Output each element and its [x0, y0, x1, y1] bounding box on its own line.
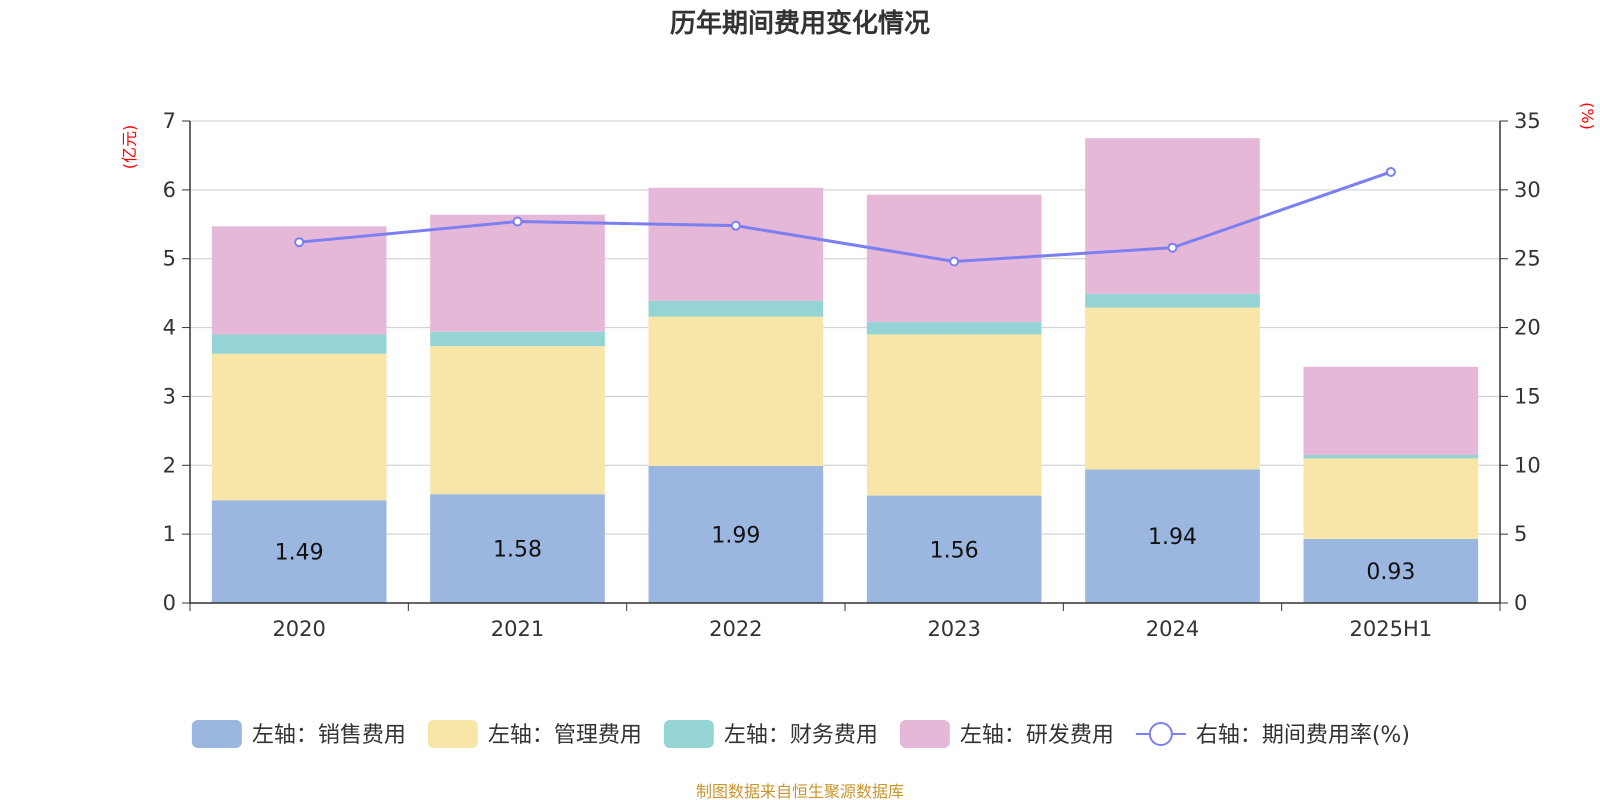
bar-layer [211, 138, 1479, 603]
bar-segment [866, 334, 1042, 496]
grid-lines [190, 120, 1500, 535]
bar-segment [1085, 469, 1260, 603]
left-axis-tick-label: 7 [163, 109, 176, 133]
bar-value-label: 1.49 [275, 541, 324, 566]
legend-label: 左轴：研发费用 [960, 723, 1114, 748]
x-axis-tick-label: 2021 [491, 617, 544, 641]
bar-segment [1303, 458, 1479, 539]
bar-segment [866, 495, 1042, 603]
right-axis-tick-label: 35 [1514, 109, 1541, 133]
right-axis-tick-label: 10 [1514, 453, 1541, 477]
right-axis-tick-label: 15 [1514, 384, 1541, 408]
legend-swatch [427, 720, 478, 748]
bar-segment [648, 316, 824, 466]
bar-segment [1085, 138, 1260, 294]
bar-segment [211, 353, 387, 501]
bar-segment [1303, 366, 1479, 455]
bar-segment [1303, 538, 1479, 603]
legend-line-marker [1148, 722, 1173, 746]
rate-point [294, 237, 305, 248]
rate-line [299, 170, 1392, 263]
x-axis-tick-label: 2024 [1146, 617, 1199, 641]
legend-label: 右轴：期间费用率(%) [1196, 723, 1410, 748]
rate-point [1385, 166, 1396, 177]
x-axis-tick-label: 2022 [709, 617, 762, 641]
bar-segment [648, 465, 824, 603]
rate-point [512, 216, 523, 227]
left-axis-tick-label: 4 [163, 316, 176, 340]
bar-segment [430, 214, 605, 332]
left-axis-tick-label: 1 [163, 522, 176, 546]
bar-value-label: 1.94 [1148, 525, 1197, 550]
right-axis-tick-label: 0 [1514, 591, 1527, 615]
left-axis-tick-label: 3 [163, 384, 176, 408]
left-axis-unit: (亿元) [120, 125, 139, 170]
bar-segment [1085, 307, 1260, 470]
right-axis-tick-label: 25 [1514, 247, 1541, 271]
bar-segment [430, 331, 605, 347]
bar-segment [866, 322, 1042, 335]
left-axis-tick-label: 5 [163, 247, 176, 271]
bar-segment [430, 346, 605, 495]
x-axis-tick-label: 2023 [927, 617, 980, 641]
right-axis-tick-label: 30 [1514, 178, 1541, 202]
legend: 左轴：销售费用 左轴：管理费用 左轴：财务费用 左轴：研发费用 右轴：期间费用率(%) [191, 720, 1410, 748]
rate-point [730, 220, 741, 231]
legend-label: 左轴：财务费用 [724, 723, 878, 748]
bar-segment [211, 500, 387, 603]
legend-swatch [191, 720, 242, 748]
rate-point [949, 256, 960, 267]
bar-value-label: 0.93 [1366, 560, 1415, 585]
bar-value-label: 1.99 [711, 523, 760, 548]
right-axis-unit: (%) [1578, 102, 1597, 130]
bar-segment [648, 300, 824, 317]
legend-label: 左轴：管理费用 [488, 723, 642, 748]
bar-segment [1085, 293, 1260, 308]
right-axis-tick-label: 20 [1514, 316, 1541, 340]
right-axis-tick-label: 5 [1514, 522, 1527, 546]
rate-point [1167, 242, 1178, 253]
source-note: 制图数据来自恒生聚源数据库 [696, 782, 904, 800]
left-axis-tick-label: 0 [163, 591, 176, 615]
axes: 0 1 2 3 4 5 6 7 0 5 10 15 20 25 30 35 2020 2021 2022 2023 20… [163, 109, 1541, 641]
bar-value-label: 1.58 [493, 538, 542, 563]
legend-swatch [899, 720, 950, 748]
x-axis-tick-label: 2025H1 [1350, 617, 1433, 641]
left-axis-tick-label: 2 [163, 453, 176, 477]
legend-swatch [663, 720, 714, 748]
bar-label-layer: 1.49 1.58 1.99 1.56 1.94 0.93 [275, 523, 1416, 584]
bar-segment [211, 334, 387, 354]
bar-value-label: 1.56 [930, 538, 979, 563]
x-axis-tick-label: 2020 [272, 617, 325, 641]
left-axis-tick-label: 6 [163, 178, 176, 202]
bar-segment [1303, 454, 1479, 459]
rate-line-layer [294, 166, 1396, 267]
bar-segment [430, 494, 605, 603]
legend-label: 左轴：销售费用 [252, 723, 406, 748]
chart-title: 历年期间费用变化情况 [670, 8, 930, 39]
bar-segment [648, 187, 824, 301]
